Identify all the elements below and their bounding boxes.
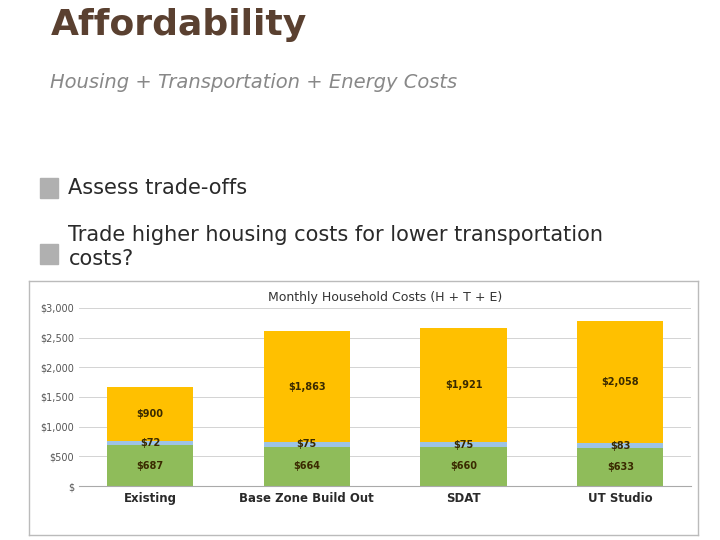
Bar: [264, 332, 350, 442]
Bar: [420, 442, 507, 447]
Text: Assess trade-offs: Assess trade-offs: [68, 178, 248, 198]
Text: $1,863: $1,863: [288, 382, 325, 392]
Text: $75: $75: [297, 440, 317, 449]
Text: Affordability: Affordability: [50, 8, 307, 42]
Text: $72: $72: [140, 438, 161, 448]
Text: $75: $75: [454, 440, 474, 450]
Bar: [107, 445, 193, 486]
Text: $900: $900: [137, 409, 163, 419]
Text: Housing + Transportation + Energy Costs: Housing + Transportation + Energy Costs: [50, 72, 457, 92]
Bar: [107, 441, 193, 445]
Text: $633: $633: [607, 462, 634, 472]
Title: Monthly Household Costs (H + T + E): Monthly Household Costs (H + T + E): [268, 291, 503, 304]
Bar: [40, 178, 58, 198]
Bar: [577, 443, 663, 448]
Text: Trade higher housing costs for lower transportation
costs?: Trade higher housing costs for lower tra…: [68, 225, 603, 269]
Bar: [577, 321, 663, 443]
Bar: [577, 448, 663, 486]
Text: $2,058: $2,058: [601, 377, 639, 387]
Bar: [264, 447, 350, 486]
Bar: [420, 447, 507, 486]
Bar: [420, 328, 507, 442]
Bar: [107, 388, 193, 441]
Text: $687: $687: [137, 461, 163, 470]
Text: $83: $83: [610, 441, 631, 451]
Text: $1,921: $1,921: [445, 380, 482, 390]
Text: $660: $660: [450, 461, 477, 471]
Bar: [40, 244, 58, 264]
Bar: [264, 442, 350, 447]
Text: $664: $664: [293, 461, 320, 471]
